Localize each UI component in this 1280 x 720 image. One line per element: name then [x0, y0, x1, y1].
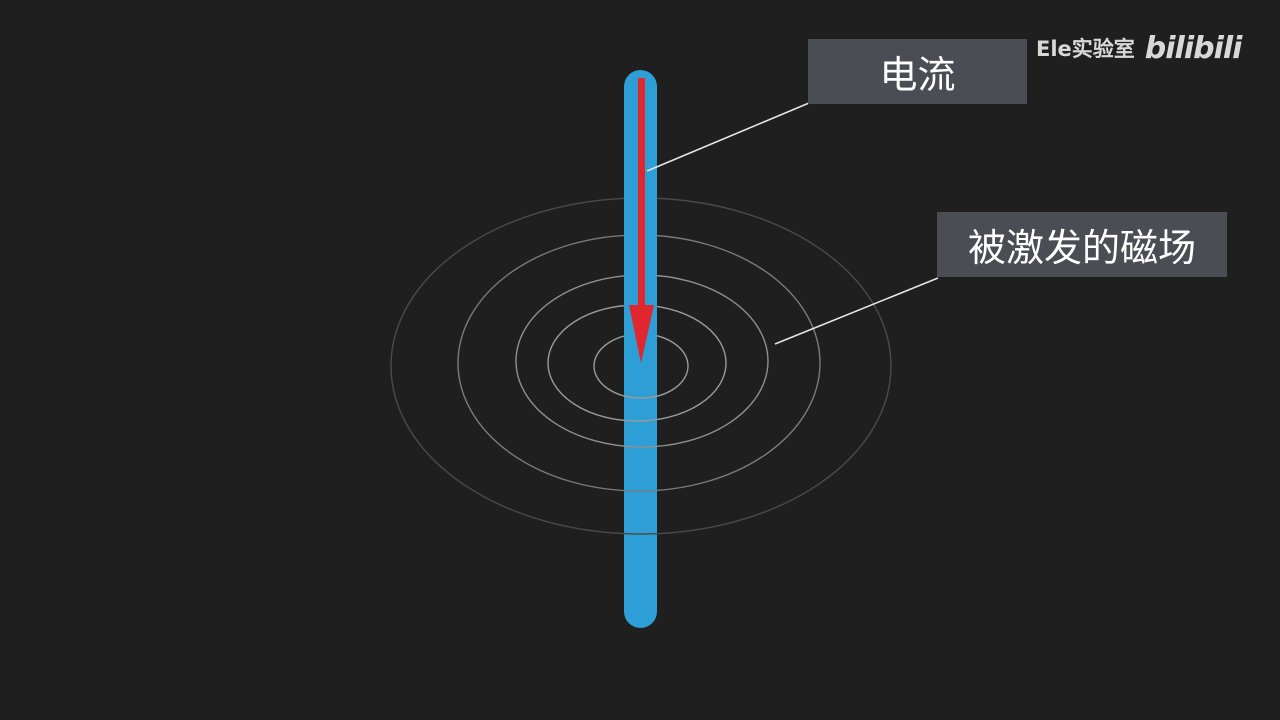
field-ring-2-front: [457, 362, 821, 492]
magnetic-field-label: 被激发的磁场: [937, 212, 1227, 277]
field-ring-4-front: [547, 362, 727, 422]
field-ring-5-front: [593, 365, 689, 399]
field-ring-3-front: [515, 360, 769, 448]
current-leader-line: [646, 102, 810, 172]
current-arrow-shaft: [638, 78, 645, 310]
watermark: Ele实验室 bilibili: [1036, 26, 1243, 70]
field-rings-front: [390, 360, 892, 535]
channel-name: Ele实验室: [1036, 37, 1135, 61]
current-label: 电流: [808, 39, 1027, 104]
field-leader-line: [774, 277, 939, 345]
bilibili-logo: bilibili: [1144, 30, 1243, 66]
down-arrow-icon: [629, 78, 654, 363]
field-ring-1-front: [390, 365, 892, 535]
current-arrow-head: [629, 305, 654, 363]
